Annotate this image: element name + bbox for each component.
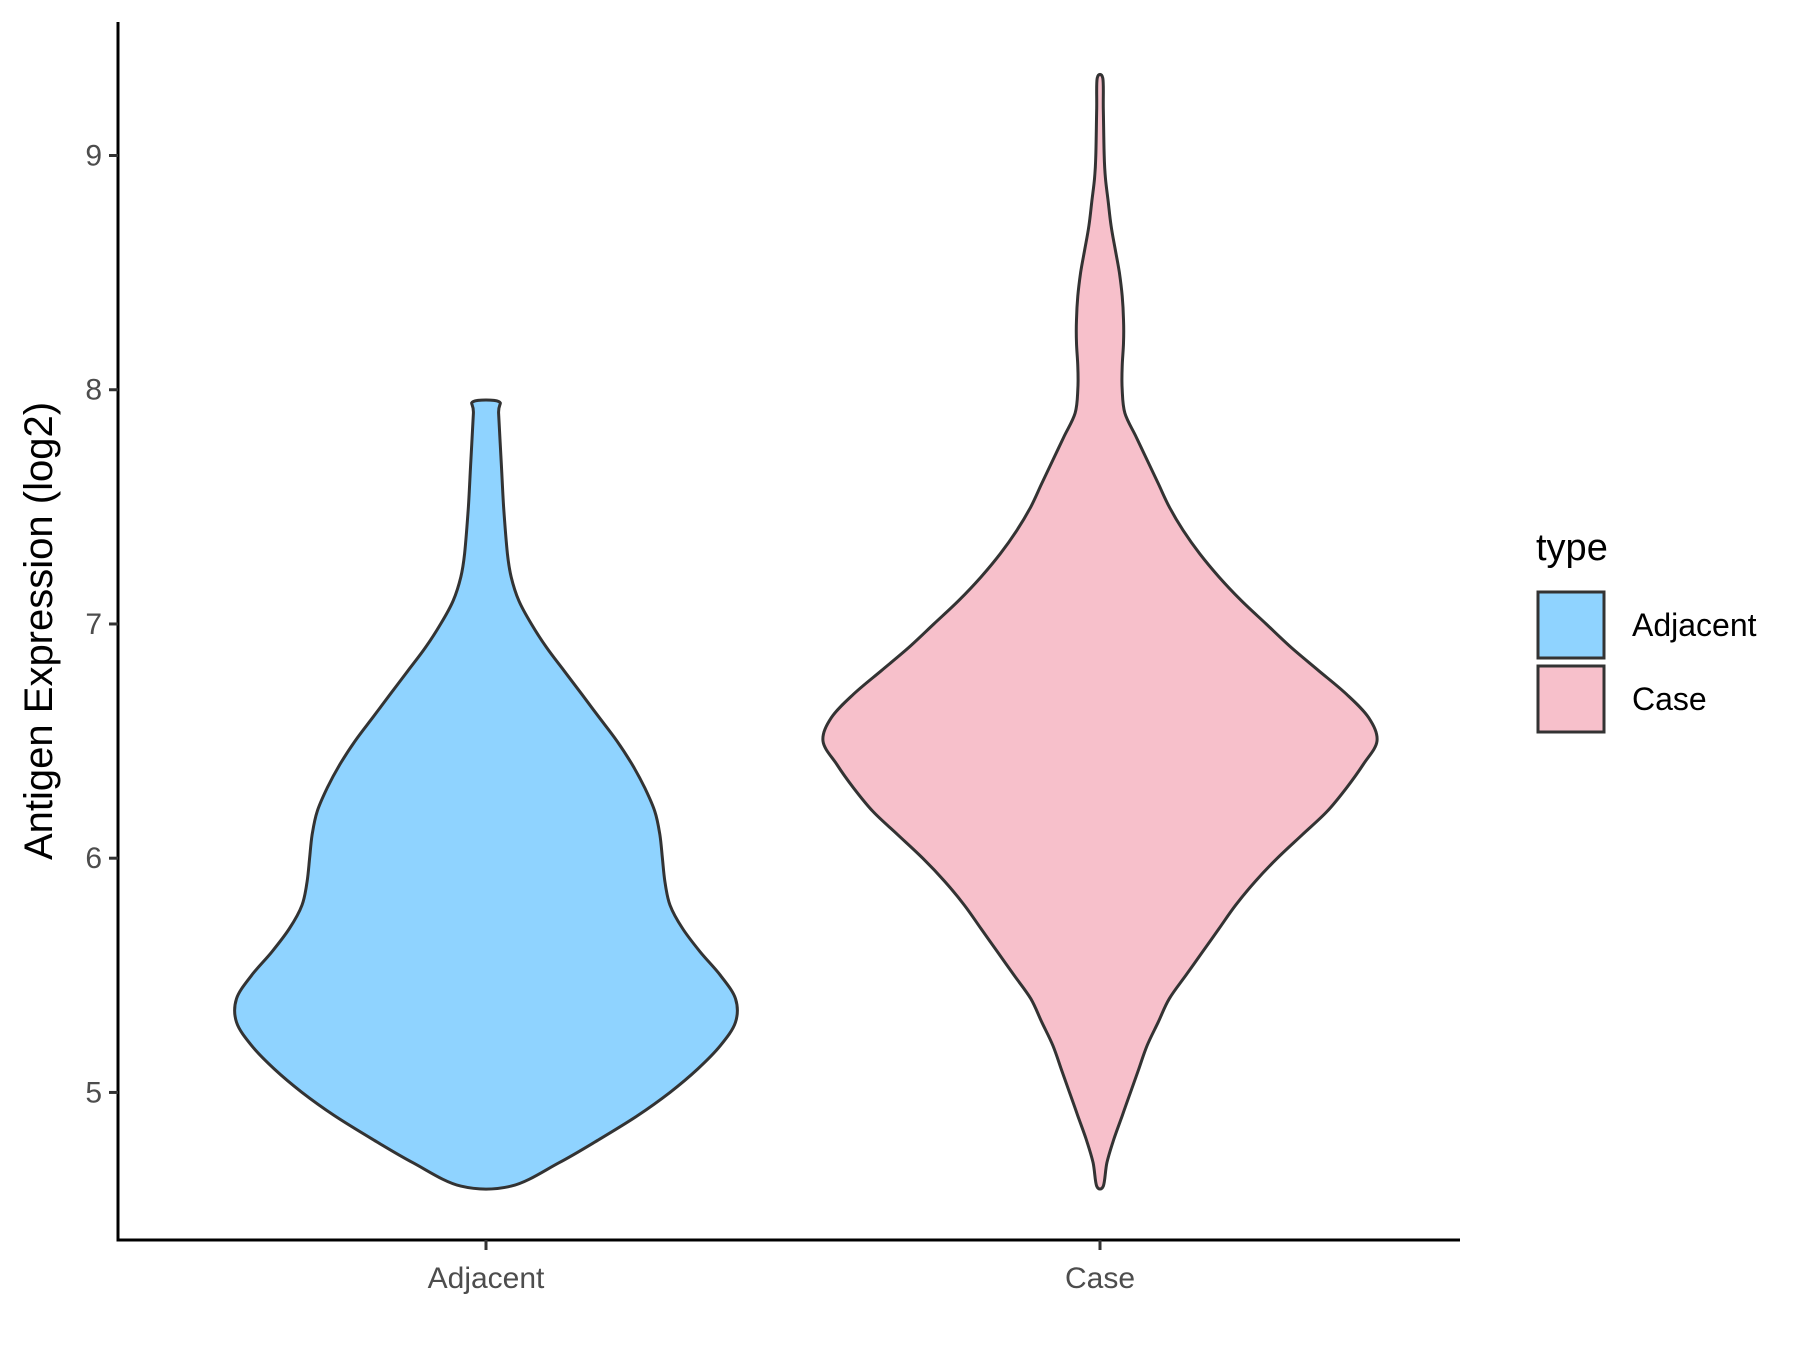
y-tick-label: 7 [85, 608, 102, 641]
legend-key-case [1536, 664, 1606, 734]
legend-title: type [1536, 527, 1608, 569]
y-tick-label: 9 [85, 140, 102, 173]
x-axis-ticks: Adjacent Case [428, 1240, 1135, 1295]
legend-label-case: Case [1632, 681, 1707, 717]
legend-label-adjacent: Adjacent [1632, 607, 1757, 643]
plot-area [233, 72, 1379, 1191]
violin-case [821, 72, 1379, 1191]
violin-adjacent [233, 398, 739, 1191]
y-axis-title: Antigen Expression (log2) [17, 402, 61, 860]
y-tick-label: 8 [85, 374, 102, 407]
legend-key-adjacent [1536, 590, 1606, 660]
legend: type Adjacent Case [1536, 527, 1757, 734]
y-axis-ticks: 5 6 7 8 9 [85, 140, 118, 1109]
y-tick-label: 6 [85, 842, 102, 875]
x-tick-label-adjacent: Adjacent [428, 1262, 545, 1295]
y-tick-label: 5 [85, 1076, 102, 1109]
legend-entries: Adjacent Case [1536, 590, 1757, 734]
x-tick-label-case: Case [1065, 1262, 1135, 1295]
